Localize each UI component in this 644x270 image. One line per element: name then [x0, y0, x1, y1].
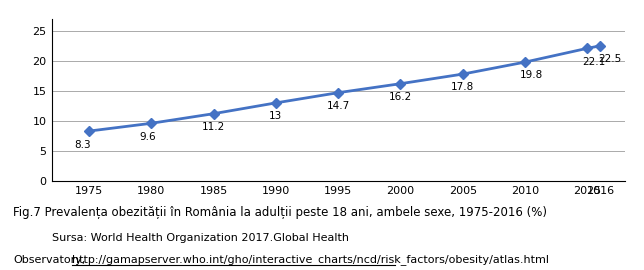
Text: 9.6: 9.6 [139, 132, 156, 142]
Text: 8.3: 8.3 [74, 140, 91, 150]
Text: 19.8: 19.8 [520, 70, 543, 80]
Text: 13: 13 [269, 111, 283, 121]
Text: 22.5: 22.5 [598, 54, 621, 64]
Text: 11.2: 11.2 [202, 122, 225, 132]
Text: Sursa: World Health Organization 2017.Global Health: Sursa: World Health Organization 2017.Gl… [52, 233, 348, 243]
Text: http://gamapserver.who.int/gho/interactive_charts/ncd/risk_factors/obesity/atlas: http://gamapserver.who.int/gho/interacti… [72, 254, 549, 265]
Text: Fig.7 Prevalența obezității în România la adulții peste 18 ani, ambele sexe, 197: Fig.7 Prevalența obezității în România l… [13, 206, 547, 219]
Text: 16.2: 16.2 [389, 92, 412, 102]
Text: 17.8: 17.8 [451, 83, 475, 93]
Text: 14.7: 14.7 [327, 101, 350, 111]
Text: 22.1: 22.1 [582, 57, 605, 67]
Text: Observatory,: Observatory, [13, 255, 85, 265]
